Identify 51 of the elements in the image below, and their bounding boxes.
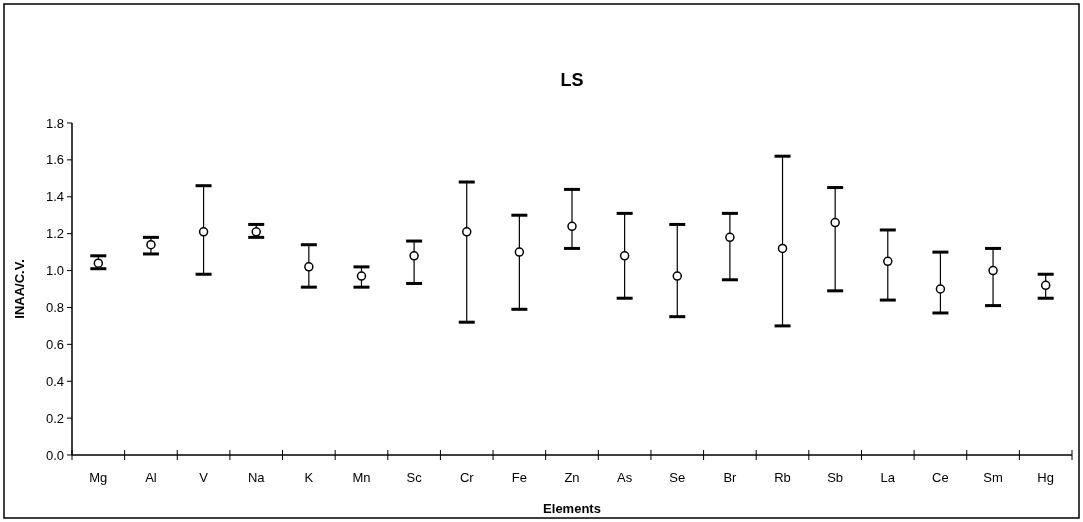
point bbox=[777, 243, 788, 254]
point bbox=[935, 284, 946, 294]
point bbox=[725, 232, 735, 243]
x-tick-label: Sc bbox=[406, 470, 423, 485]
x-axis-title: Elements bbox=[543, 501, 601, 516]
x-tick-label: Fe bbox=[511, 470, 527, 485]
x-tick-label: Al bbox=[145, 470, 157, 485]
x-tick-label: La bbox=[880, 470, 896, 485]
point bbox=[988, 265, 998, 276]
x-tick-label: Na bbox=[247, 470, 266, 485]
point bbox=[672, 271, 683, 281]
x-tick-label: V bbox=[199, 470, 209, 485]
y-tick-label: 1.8 bbox=[45, 115, 64, 131]
x-tick-label: As bbox=[617, 470, 633, 485]
x-tick-label: Zn bbox=[564, 470, 580, 485]
x-tick-label: Sb bbox=[827, 470, 844, 485]
point bbox=[146, 239, 156, 250]
y-tick-label: 1.4 bbox=[45, 189, 64, 205]
point bbox=[1040, 280, 1051, 291]
y-tick-label: 0.2 bbox=[45, 410, 64, 426]
y-tick-label: 0.8 bbox=[45, 299, 64, 315]
point bbox=[830, 217, 840, 228]
point bbox=[514, 247, 525, 257]
y-tick-label: 0.4 bbox=[45, 373, 64, 389]
point bbox=[356, 271, 367, 281]
x-tick-label: K bbox=[304, 470, 314, 485]
point bbox=[883, 256, 893, 267]
point bbox=[251, 227, 261, 237]
point bbox=[619, 251, 630, 261]
x-tick-label: Rb bbox=[774, 470, 791, 485]
x-tick-label: Ce bbox=[932, 470, 949, 485]
y-tick-label: 1.2 bbox=[45, 226, 64, 242]
point bbox=[93, 258, 104, 268]
y-tick-label: 1.6 bbox=[45, 152, 64, 168]
point bbox=[461, 227, 472, 237]
point bbox=[304, 262, 314, 272]
point bbox=[409, 251, 419, 261]
y-tick-label: 1.0 bbox=[45, 263, 64, 279]
x-tick-label: Mg bbox=[89, 470, 108, 485]
x-tick-label: Hg bbox=[1037, 470, 1054, 485]
x-tick-label: Br bbox=[723, 470, 738, 485]
x-tick-label: Mn bbox=[352, 470, 371, 485]
x-tick-label: Se bbox=[669, 470, 686, 485]
chart-title: LS bbox=[560, 70, 584, 90]
point bbox=[567, 221, 577, 232]
y-tick-label: 0.0 bbox=[45, 447, 64, 463]
y-tick-label: 0.6 bbox=[45, 336, 64, 352]
x-tick-label: Cr bbox=[459, 470, 475, 485]
point bbox=[198, 227, 209, 237]
y-axis-title: INAA/C.V. bbox=[12, 259, 27, 319]
x-tick-label: Sm bbox=[983, 470, 1003, 485]
